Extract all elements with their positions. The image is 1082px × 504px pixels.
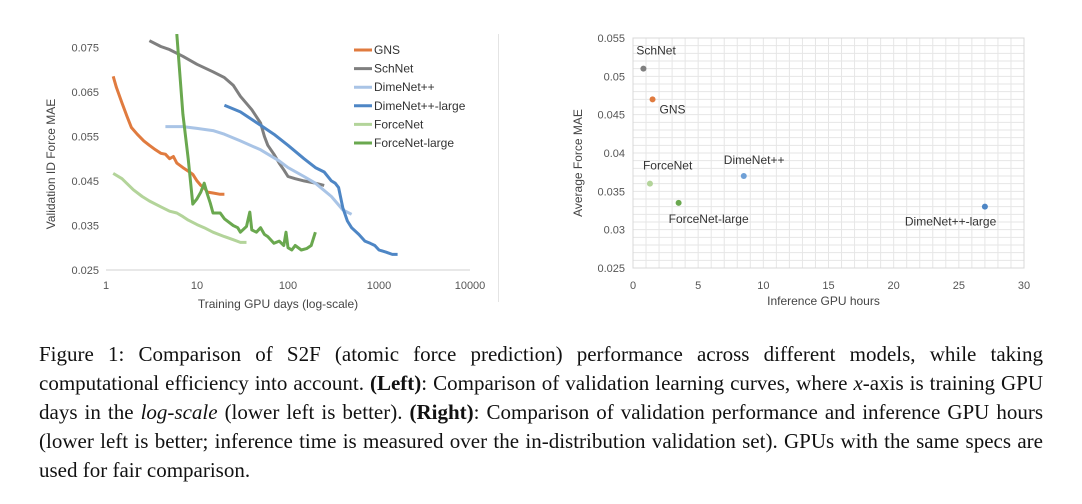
scatter-label-schnet: SchNet [636,44,676,58]
series-line-forcenet-large [175,34,317,252]
right-y-axis-title: Average Force MAE [571,109,585,217]
legend-label-forcenet-large: ForceNet-large [374,136,454,150]
left-y-tick-label: 0.045 [71,176,99,188]
legend-label-schnet: SchNet [374,62,414,76]
left-chart-learning-curves: 1 10 100 1000 10000 0.025 0.035 0.045 0.055 0.065… [44,34,486,311]
right-x-tick-label: 25 [953,280,965,292]
caption-right-tag: (Right) [409,400,474,424]
left-x-tick-label: 10000 [455,280,486,292]
caption-left-text-a: : Comparison of validation learning curv… [421,371,854,395]
left-x-tick-label: 10 [191,280,203,292]
series-line-dimenetpp-large [223,103,398,256]
caption-left-tag: (Left) [369,371,422,395]
right-x-tick-label: 20 [888,280,900,292]
legend-label-gns: GNS [374,43,400,57]
right-x-tick-label: 30 [1018,280,1030,292]
series-line-forcenet [112,172,247,244]
series-line-schnet [148,39,325,187]
left-y-tick-label: 0.035 [71,220,99,232]
caption-right-text: : Comparison of validation performance a… [39,400,1044,482]
left-x-axis-title: Training GPU days (log-scale) [198,297,358,311]
left-y-tick-label: 0.065 [71,87,99,99]
scatter-label-gns: GNS [660,102,686,116]
scatter-label-dimenetpp-large: DimeNet++-large [905,215,997,229]
scatter-label-dimenetpp: DimeNet++ [724,153,785,167]
right-x-tick-label: 10 [757,280,769,292]
panel-divider [498,34,499,302]
caption-left-text-c: (lower left is better). [217,400,410,424]
scatter-point-dimenetpp-large [981,203,988,210]
right-y-tick-label: 0.04 [604,148,625,160]
left-y-tick-label: 0.055 [71,131,99,143]
figure-caption: Figure 1: Comparison of S2F (atomic forc… [39,340,1043,485]
left-x-tick-label: 1 [103,280,109,292]
scatter-label-forcenet: ForceNet [643,159,693,173]
scatter-label-forcenet-large: ForceNet-large [669,212,749,226]
caption-log-scale: log-scale [140,400,218,424]
scatter-point-forcenet [646,180,653,187]
right-y-tick-label: 0.05 [604,71,625,83]
figure-area: 1 10 100 1000 10000 0.025 0.035 0.045 0.055 0.065… [44,33,1030,311]
right-y-tick-label: 0.055 [597,33,625,45]
left-y-axis-title: Validation ID Force MAE [44,99,58,230]
right-y-tick-label: 0.035 [597,186,625,198]
right-plot-frame [632,37,1025,269]
caption-left-text-b: -axis is training GPU days in the [39,371,1043,424]
left-y-tick-label: 0.075 [71,42,99,54]
scatter-point-schnet [640,65,647,72]
legend-label-dimenetpp-large: DimeNet++-large [374,99,466,113]
right-x-axis-title: Inference GPU hours [767,294,880,308]
right-chart-inference-scatter: 0 5 10 15 20 25 30 0.025 0.03 0.035 0.04 0.045 0.05 0… [571,33,1030,308]
scatter-point-forcenet-large [675,199,682,206]
left-x-tick-label: 100 [279,280,297,292]
right-x-tick-label: 5 [695,280,701,292]
series-line-dimenetpp [165,125,353,216]
right-x-tick-label: 0 [630,280,636,292]
left-y-tick-label: 0.025 [71,265,99,277]
caption-intro: Comparison of S2F (atomic force predicti… [39,342,1043,395]
caption-x-var: x [853,371,863,395]
right-y-tick-label: 0.045 [597,110,625,122]
scatter-point-dimenetpp [740,173,747,179]
right-y-tick-label: 0.025 [597,263,625,275]
caption-label: Figure 1: [39,342,125,366]
right-x-tick-label: 15 [822,280,834,292]
legend-label-forcenet: ForceNet [374,117,424,131]
left-x-tick-label: 1000 [367,280,391,292]
scatter-point-gns [649,96,656,103]
legend-label-dimenetpp: DimeNet++ [374,80,435,94]
right-y-tick-label: 0.03 [604,225,625,237]
